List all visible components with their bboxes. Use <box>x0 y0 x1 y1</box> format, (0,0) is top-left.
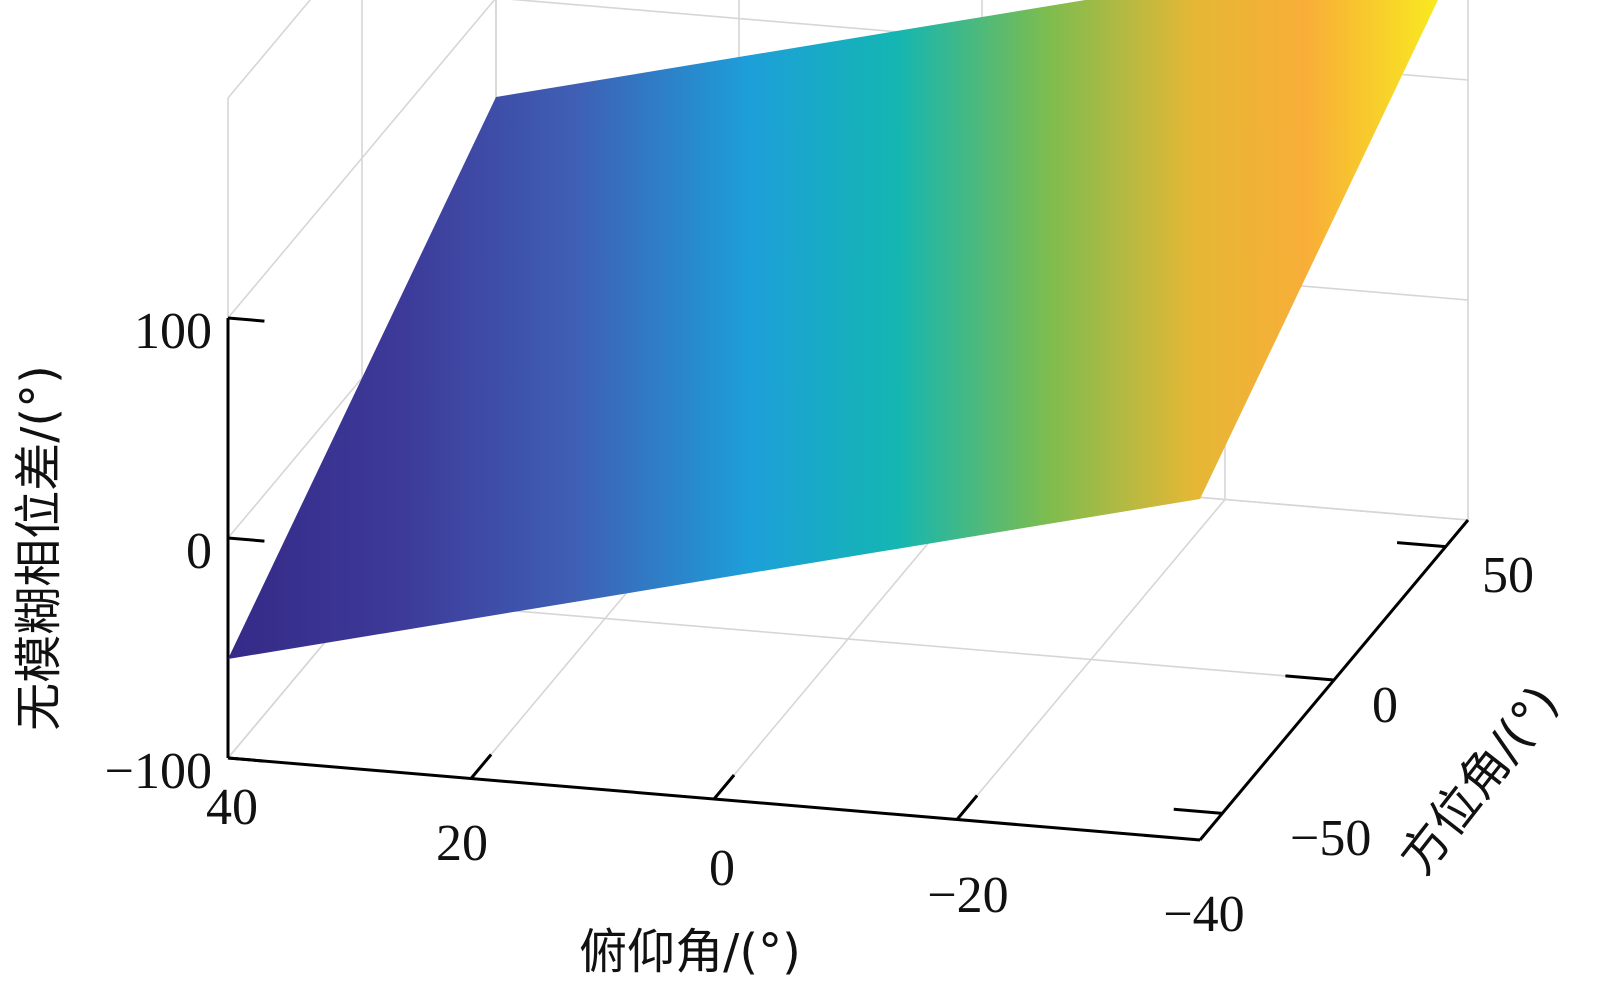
y-tick-labels: −50 0 50 <box>1290 547 1534 867</box>
y-tick-label: 0 <box>1372 677 1398 734</box>
x-tick-label: −20 <box>927 867 1008 924</box>
y-tick <box>1173 807 1223 815</box>
y-axis-label: 方位角/(°) <box>1389 676 1570 885</box>
phase-difference-surface <box>228 0 1438 659</box>
grid-line <box>361 597 1335 681</box>
z-tick-labels: −100 0 100 <box>105 303 212 800</box>
x-tick-label: 0 <box>709 840 735 897</box>
x-tick-label: 40 <box>206 779 258 836</box>
z-tick <box>227 316 265 323</box>
y-tick-label: −50 <box>1290 810 1371 867</box>
grid-line <box>227 0 496 319</box>
y-tick <box>1285 674 1335 682</box>
y-tick-label: 50 <box>1482 547 1534 604</box>
y-tick <box>1396 541 1446 549</box>
x-tick-labels: 40 20 0 −20 −40 <box>206 779 1245 943</box>
x-tick <box>955 794 979 821</box>
x-axis-label: 俯仰角/(°) <box>579 924 801 980</box>
z-tick-label: 0 <box>186 523 212 580</box>
x-tick-label: 20 <box>436 815 488 872</box>
grid-line <box>227 0 312 99</box>
z-tick-label: −100 <box>105 743 212 800</box>
z-tick <box>227 536 265 543</box>
x-tick <box>712 774 736 800</box>
z-tick <box>227 756 265 763</box>
tick-marks <box>227 316 1446 821</box>
x-tick <box>469 753 493 780</box>
x-tick-label: −40 <box>1163 886 1244 943</box>
z-tick-label: 100 <box>134 303 212 360</box>
z-axis-label: 无模糊相位差/(°) <box>11 365 67 731</box>
